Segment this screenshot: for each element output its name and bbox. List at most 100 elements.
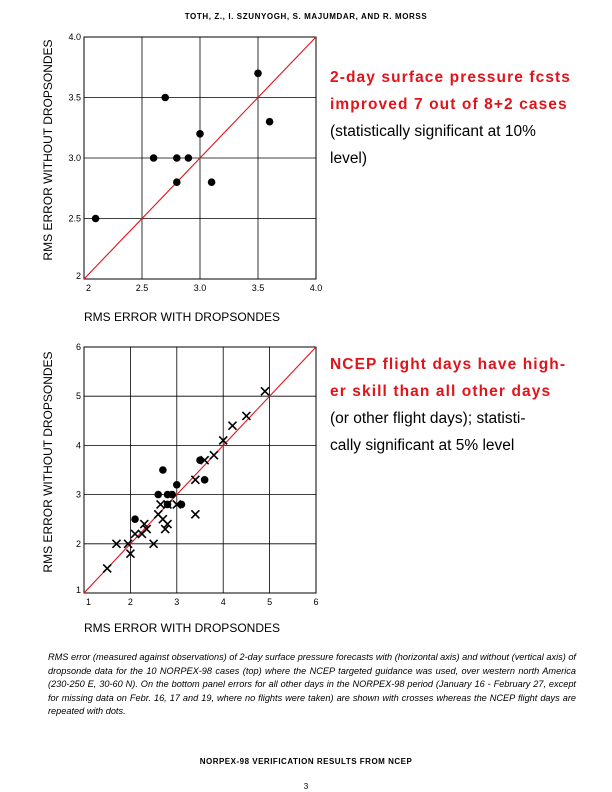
cross-stroke (190, 475, 200, 485)
x-tick-label: 3.0 (194, 283, 207, 293)
cross-stroke (139, 519, 149, 529)
y-tick-label: 3.0 (68, 153, 81, 163)
data-point-cross (218, 435, 228, 446)
data-point-cross (190, 509, 200, 519)
plot-frame (83, 346, 317, 594)
data-point-dot (91, 214, 100, 223)
page-number: 3 (303, 782, 309, 791)
y-tick-label: 2 (76, 271, 81, 281)
x-tick-label: 3 (174, 597, 179, 607)
y-tick-label: 1 (76, 585, 81, 595)
cross-stroke (158, 514, 168, 524)
y-tick-label: 3 (76, 490, 81, 500)
y-tick-label: 4.0 (68, 32, 81, 42)
reference-line-diagonal (83, 346, 317, 594)
data-point-cross (227, 421, 238, 431)
top-annotation-red-line-2: improved 7 out of 8+2 cases (330, 96, 568, 113)
data-point-dot (168, 490, 176, 499)
data-point-dot (159, 466, 167, 474)
top-annotation: 2-day surface pressure fcsts improved 7 … (330, 64, 590, 172)
bottom-annotation-black-line-2: cally significant at 5% level (330, 437, 515, 454)
data-point-cross (155, 499, 166, 510)
data-point-cross (139, 519, 149, 529)
data-point-cross (162, 519, 173, 529)
data-point-dot (173, 154, 181, 162)
x-tick-label: 4.0 (310, 283, 323, 293)
x-tick-label: 3.5 (252, 283, 265, 293)
data-point-cross (200, 455, 210, 465)
data-point-cross (111, 539, 122, 549)
y-tick-label: 4 (76, 440, 81, 450)
cross-stroke (209, 450, 219, 460)
data-point-cross (190, 475, 200, 485)
cross-stroke (162, 499, 173, 510)
cross-stroke (218, 435, 228, 446)
data-point-cross (125, 549, 135, 559)
cross-stroke (260, 386, 270, 396)
cross-stroke (227, 421, 238, 431)
x-tick-label: 2 (86, 283, 91, 293)
data-point-dot (173, 480, 181, 489)
top-annotation-red-line-1: 2-day surface pressure fcsts (330, 69, 572, 86)
data-point-cross (123, 539, 133, 549)
cross-stroke (200, 455, 210, 465)
x-tick-label: 6 (313, 597, 318, 607)
cross-stroke (111, 539, 122, 549)
cross-stroke (162, 519, 173, 529)
data-point-dot (161, 93, 169, 102)
cross-stroke (153, 509, 163, 519)
bottom-annotation-black-line-1: (or other flight days); statisti- (330, 410, 526, 427)
cross-stroke (155, 499, 166, 510)
cross-stroke (172, 499, 182, 510)
x-axis-label: RMS ERROR WITH DROPSONDES (84, 310, 280, 324)
y-tick-label: 6 (76, 342, 81, 352)
reference-line-diagonal (83, 36, 317, 280)
data-point-cross (241, 411, 251, 421)
data-point-cross (260, 386, 270, 396)
y-tick-label: 2 (76, 539, 81, 549)
cross-stroke (102, 563, 112, 573)
y-axis-label: RMS ERROR WITHOUT DROPSONDES (41, 351, 55, 572)
cross-stroke (123, 539, 133, 549)
data-point-dot (184, 154, 193, 162)
data-point-cross (172, 499, 182, 510)
running-footer: NORPEX-98 VERIFICATION RESULTS FROM NCEP (199, 757, 413, 766)
data-point-dot (254, 69, 262, 78)
scatter-chart-bottom: 1 2 3 4 5 6 1 2 3 4 5 6 RMS ERROR WITH DROPSONDES RMS… (41, 342, 319, 635)
y-tick-label: 5 (76, 391, 81, 401)
bottom-annotation: NCEP flight days have high- er skill tha… (330, 351, 590, 459)
data-point-cross (160, 524, 170, 534)
bottom-annotation-red-line-2: er skill than all other days (330, 383, 552, 400)
cross-stroke (130, 529, 140, 539)
y-axis-label: RMS ERROR WITHOUT DROPSONDES (41, 39, 55, 260)
data-point-dot (149, 154, 158, 162)
data-point-dot (265, 117, 274, 126)
data-point-cross (209, 450, 219, 460)
data-point-cross (149, 539, 159, 549)
data-point-dot (131, 515, 139, 523)
data-point-dot (154, 490, 163, 499)
data-point-cross (142, 524, 152, 534)
cross-stroke (149, 539, 159, 549)
data-point-dot (196, 130, 204, 138)
figure-caption: RMS error (measured against observations… (48, 652, 576, 717)
cross-stroke (142, 524, 152, 534)
x-axis-label: RMS ERROR WITH DROPSONDES (84, 621, 280, 635)
running-header: TOTH, Z., I. SZUNYOGH, S. MAJUMDAR, AND … (184, 12, 428, 21)
data-point-dot (207, 178, 216, 186)
y-tick-label: 3.5 (68, 93, 81, 103)
top-annotation-black-line-1: (statistically significant at 10% (330, 123, 536, 140)
x-tick-label: 4 (221, 597, 226, 607)
cross-stroke (160, 524, 170, 534)
data-point-cross (162, 499, 173, 510)
y-tick-label: 2.5 (68, 214, 81, 224)
cross-stroke (190, 509, 200, 519)
plot-frame (83, 36, 317, 280)
data-point-dot (200, 476, 209, 484)
x-tick-label: 2 (128, 597, 133, 607)
scatter-chart-top: 2 2.5 3.0 3.5 4.0 2 2.5 3.0 3.5 4.0 RMS ERROR WITH… (41, 32, 323, 324)
x-tick-label: 1 (86, 597, 91, 607)
data-point-cross (102, 563, 112, 573)
data-point-dot (173, 178, 181, 186)
cross-stroke (241, 411, 251, 421)
